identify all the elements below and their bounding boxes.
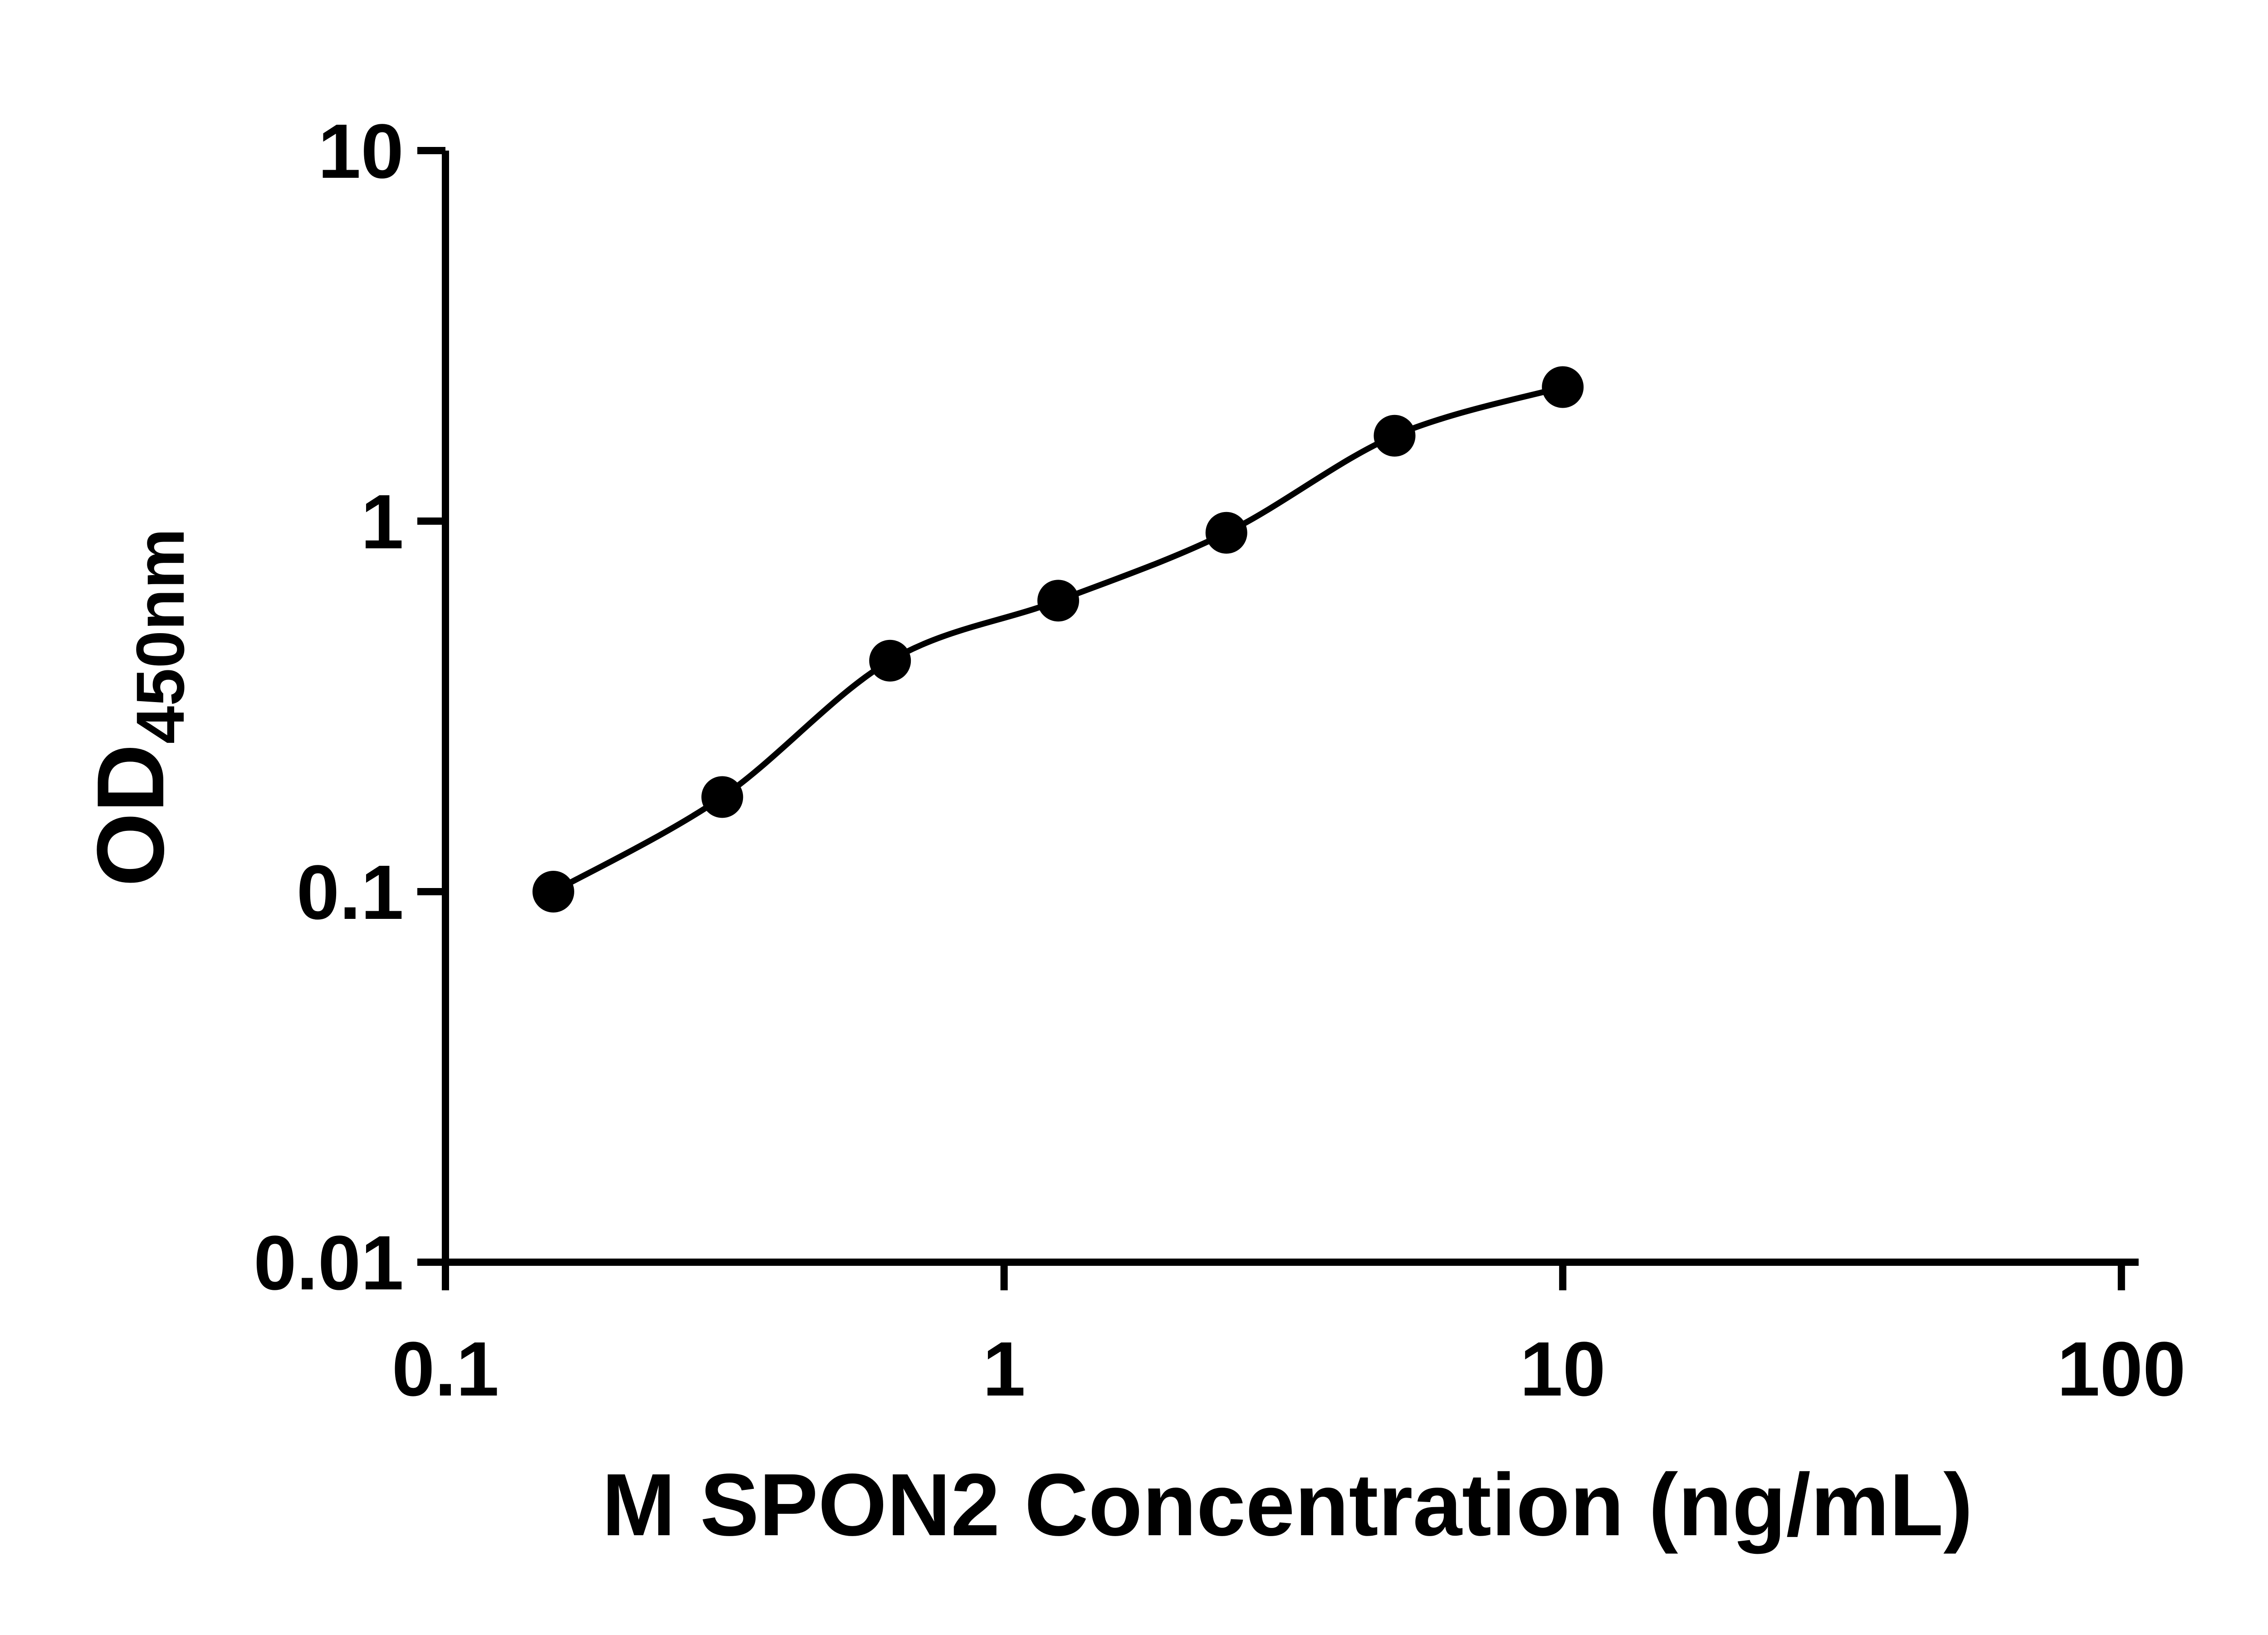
- ticks-layer: [417, 147, 2125, 1290]
- data-point: [1037, 580, 1079, 622]
- data-point: [532, 871, 574, 913]
- y-axis-title-main: OD: [77, 744, 184, 887]
- y-axis-title: OD450nm: [77, 528, 198, 887]
- data-point: [701, 776, 743, 818]
- y-axis-title-subscript: 450nm: [122, 528, 198, 744]
- y-tick-label: 10: [318, 108, 404, 195]
- y-tick-label: 0.01: [254, 1220, 404, 1306]
- axes-layer: [442, 151, 2139, 1266]
- fit-curve: [552, 384, 1564, 894]
- x-tick-label: 1: [982, 1326, 1026, 1412]
- data-point: [1205, 512, 1247, 554]
- y-tick-label: 0.1: [297, 849, 404, 936]
- x-tick-label: 0.1: [392, 1326, 499, 1412]
- x-axis-title: M SPON2 Concentration (ng/mL): [602, 1455, 1973, 1554]
- data-point: [1374, 415, 1416, 457]
- y-tick-label: 1: [361, 479, 404, 565]
- tick-labels-layer: 0.1 1 10 100 0.01 0.1 1 10: [254, 108, 2185, 1412]
- x-tick-label: 100: [2057, 1326, 2186, 1412]
- series-layer: [532, 366, 1584, 913]
- data-point: [1542, 366, 1584, 408]
- axis-frame: [442, 151, 2139, 1266]
- x-tick-label: 10: [1520, 1326, 1606, 1412]
- data-point: [869, 639, 911, 682]
